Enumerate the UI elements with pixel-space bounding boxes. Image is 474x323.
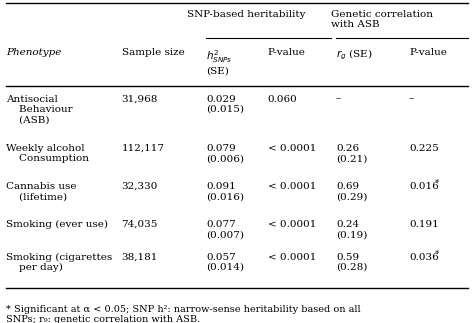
- Text: 0.079
(0.006): 0.079 (0.006): [206, 144, 245, 163]
- Text: 32,330: 32,330: [121, 182, 158, 191]
- Text: Smoking (cigarettes
    per day): Smoking (cigarettes per day): [6, 253, 112, 272]
- Text: 0.191: 0.191: [409, 220, 439, 229]
- Text: < 0.0001: < 0.0001: [268, 220, 316, 229]
- Text: 0.59
(0.28): 0.59 (0.28): [336, 253, 367, 272]
- Text: 0.077
(0.007): 0.077 (0.007): [206, 220, 245, 239]
- Text: < 0.0001: < 0.0001: [268, 144, 316, 153]
- Text: 0.060: 0.060: [268, 95, 297, 103]
- Text: 0.26
(0.21): 0.26 (0.21): [336, 144, 367, 163]
- Text: $h^2_{SNPs}$
(SE): $h^2_{SNPs}$ (SE): [206, 48, 233, 75]
- Text: 74,035: 74,035: [121, 220, 158, 229]
- Text: 0.091
(0.016): 0.091 (0.016): [206, 182, 245, 201]
- Text: 0.057
(0.014): 0.057 (0.014): [206, 253, 245, 272]
- Text: –: –: [409, 95, 414, 103]
- Text: Antisocial
    Behaviour
    (ASB): Antisocial Behaviour (ASB): [6, 95, 73, 124]
- Text: * Significant at α < 0.05; SNP h²: narrow-sense heritability based on all
SNPs; : * Significant at α < 0.05; SNP h²: narro…: [6, 305, 361, 323]
- Text: 0.225: 0.225: [409, 144, 439, 153]
- Text: $r_g$ (SE): $r_g$ (SE): [336, 48, 373, 62]
- Text: 38,181: 38,181: [121, 253, 158, 262]
- Text: *: *: [435, 179, 439, 187]
- Text: < 0.0001: < 0.0001: [268, 182, 316, 191]
- Text: Cannabis use
    (lifetime): Cannabis use (lifetime): [6, 182, 77, 201]
- Text: Genetic correlation
with ASB: Genetic correlation with ASB: [331, 10, 433, 29]
- Text: 0.016: 0.016: [409, 182, 439, 191]
- Text: P-value: P-value: [409, 48, 447, 57]
- Text: –: –: [336, 95, 341, 103]
- Text: Smoking (ever use): Smoking (ever use): [6, 220, 108, 229]
- Text: 0.029
(0.015): 0.029 (0.015): [206, 95, 245, 114]
- Text: 0.24
(0.19): 0.24 (0.19): [336, 220, 367, 239]
- Text: SNP-based heritability: SNP-based heritability: [187, 10, 306, 19]
- Text: *: *: [435, 249, 439, 257]
- Text: Sample size: Sample size: [121, 48, 184, 57]
- Text: 0.036: 0.036: [409, 253, 439, 262]
- Text: < 0.0001: < 0.0001: [268, 253, 316, 262]
- Text: 112,117: 112,117: [121, 144, 164, 153]
- Text: P-value: P-value: [268, 48, 306, 57]
- Text: 0.69
(0.29): 0.69 (0.29): [336, 182, 367, 201]
- Text: Weekly alcohol
    Consumption: Weekly alcohol Consumption: [6, 144, 89, 163]
- Text: Phenotype: Phenotype: [6, 48, 62, 57]
- Text: 31,968: 31,968: [121, 95, 158, 103]
